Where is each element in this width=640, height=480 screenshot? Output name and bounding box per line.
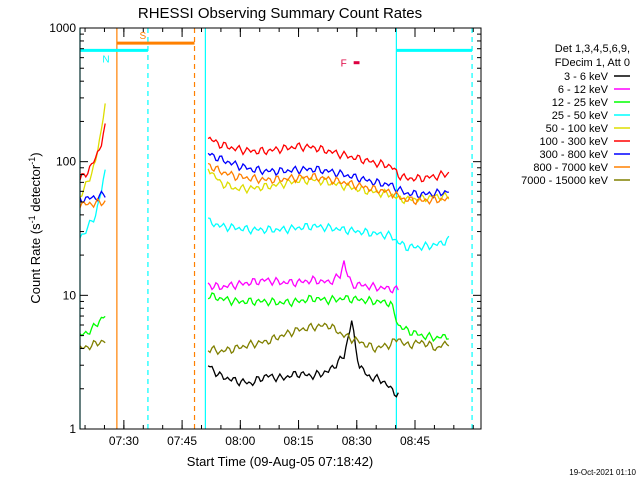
- legend: Det 1,3,4,5,6,9, FDecim 1, Att 0 3 - 6 k…: [521, 43, 630, 187]
- series-line-2-0: [79, 315, 106, 337]
- x-axis-label: Start Time (09-Aug-05 07:18:42): [187, 454, 373, 469]
- x-tick-label-5: 08:45: [400, 434, 430, 448]
- series-3: [79, 169, 450, 252]
- series-7: [79, 162, 450, 209]
- y-axis-label: Count Rate (s-1 detector-1): [27, 152, 43, 303]
- legend-label-8: 7000 - 15000 keV: [521, 175, 609, 187]
- series-6: [79, 152, 449, 204]
- annotation-label-3: F: [341, 59, 347, 70]
- series-4: [79, 103, 450, 205]
- x-tick-label-0: 07:30: [109, 434, 139, 448]
- y-tick-label-1: 10: [63, 288, 77, 302]
- plot-frame: [79, 27, 482, 430]
- series-line-4-0: [79, 103, 106, 198]
- series-1: [207, 260, 399, 294]
- series-line-4-1: [207, 168, 450, 205]
- x-tick-label-1: 07:45: [167, 434, 197, 448]
- y-tick-label-3: 1000: [49, 21, 76, 35]
- legend-label-0: 3 - 6 keV: [564, 71, 609, 83]
- series-line-5-1: [207, 136, 450, 183]
- series-line-5-0: [79, 123, 106, 181]
- legend-header-1: Det 1,3,4,5,6,9,: [555, 43, 630, 55]
- annotation-label-0: S: [140, 31, 147, 42]
- series-line-6-0: [79, 190, 106, 204]
- series-line-3-1: [207, 217, 450, 252]
- series-line-7-1: [207, 162, 450, 206]
- series-line-8-1: [207, 322, 450, 356]
- series-layer: [79, 103, 450, 398]
- series-line-7-0: [79, 197, 106, 209]
- legend-label-5: 100 - 300 keV: [540, 136, 609, 148]
- x-tick-label-2: 08:00: [225, 434, 255, 448]
- annotation-label-1: N: [102, 54, 109, 65]
- legend-label-3: 25 - 50 keV: [552, 110, 609, 122]
- legend-header-2: FDecim 1, Att 0: [555, 57, 630, 69]
- time-bar-annotations: S N F: [80, 31, 473, 70]
- series-8: [79, 322, 450, 356]
- legend-label-2: 12 - 25 keV: [552, 97, 609, 109]
- legend-label-7: 800 - 7000 keV: [533, 162, 608, 174]
- y-tick-label-2: 100: [56, 155, 76, 169]
- series-line-3-0: [79, 169, 106, 239]
- legend-label-4: 50 - 100 keV: [546, 123, 609, 135]
- series-line-0-0: [207, 320, 399, 398]
- chart-title: RHESSI Observing Summary Count Rates: [138, 5, 422, 22]
- vertical-markers: [79, 28, 473, 429]
- timestamp: 19-Oct-2021 01:10: [569, 468, 636, 477]
- series-2: [79, 292, 449, 343]
- legend-label-6: 300 - 800 keV: [540, 149, 609, 161]
- series-5: [79, 123, 450, 183]
- series-line-2-1: [207, 292, 449, 343]
- x-axis: 07:30 07:45 08:00 08:15 08:30 08:45: [84, 28, 474, 448]
- series-line-6-1: [207, 152, 449, 199]
- legend-label-1: 6 - 12 keV: [558, 84, 609, 96]
- x-tick-label-3: 08:15: [284, 434, 314, 448]
- y-tick-label-0: 1: [69, 422, 76, 436]
- series-0: [207, 320, 399, 398]
- x-tick-label-4: 08:30: [342, 434, 372, 448]
- y-axis: 1 10 100 1000: [49, 21, 481, 436]
- series-line-1-0: [207, 260, 399, 294]
- series-line-8-0: [79, 339, 106, 351]
